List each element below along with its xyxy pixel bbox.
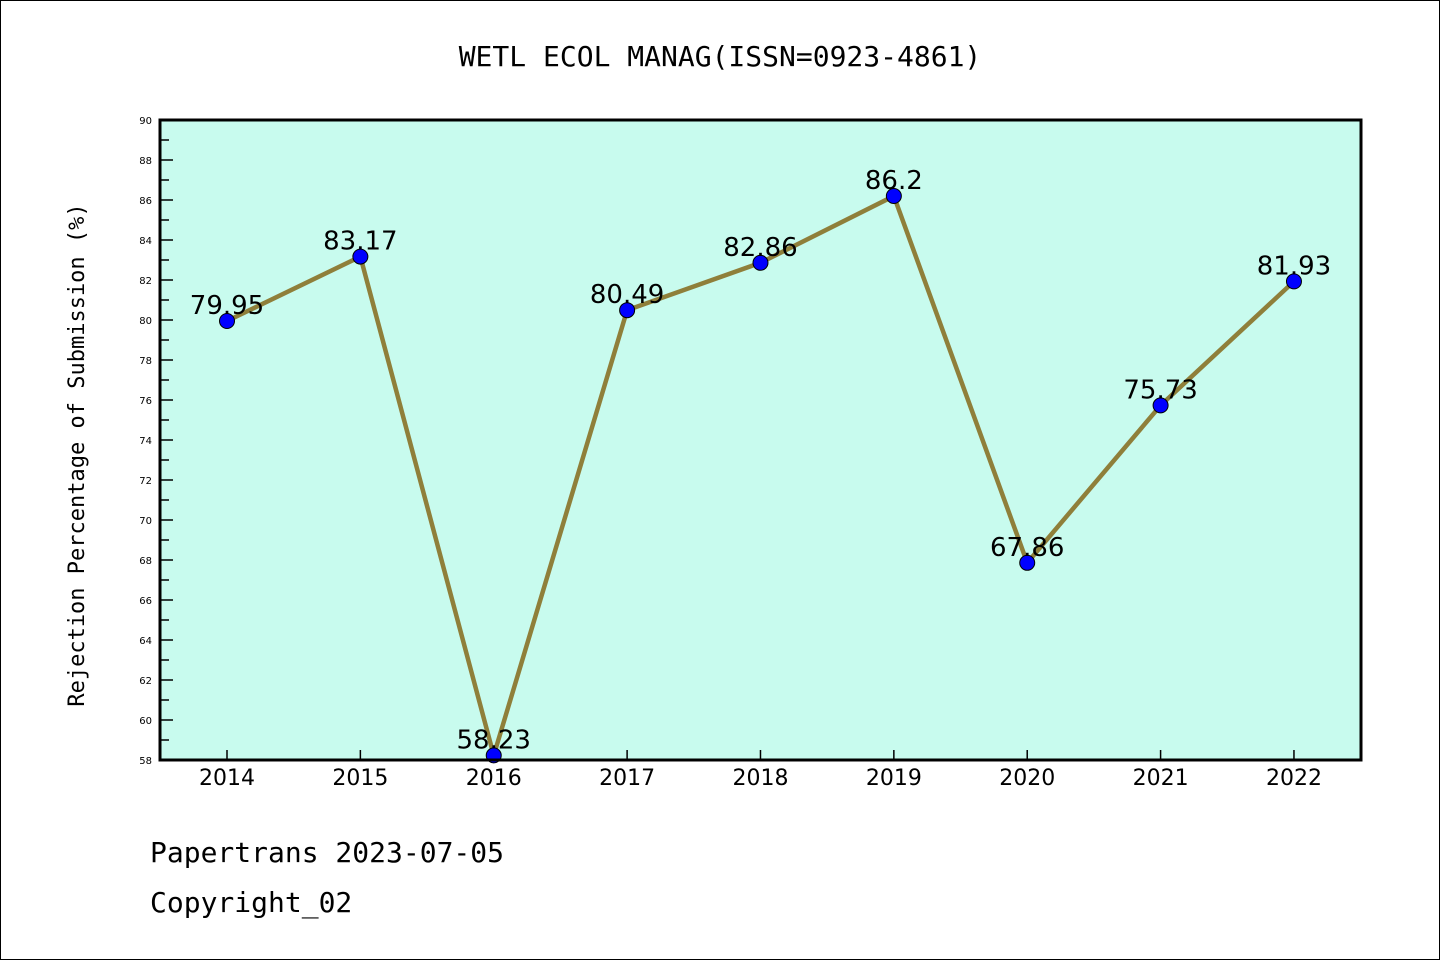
data-point	[1285, 273, 1302, 290]
y-tick-label: 60	[139, 716, 152, 727]
data-label: 58.23	[457, 725, 531, 755]
y-tick-label: 76	[139, 396, 152, 407]
data-point	[352, 248, 369, 265]
data-label: 86.2	[865, 166, 923, 196]
x-tick-label: 2016	[466, 766, 522, 791]
x-tick-label: 2017	[599, 766, 655, 791]
data-point	[1152, 397, 1169, 414]
data-label: 75.73	[1123, 375, 1197, 405]
data-point	[885, 188, 902, 204]
y-axis-label: Rejection Percentage of Submission (%)	[65, 203, 90, 706]
data-point	[619, 302, 636, 319]
y-tick-label: 84	[139, 236, 152, 247]
y-tick-label: 62	[139, 676, 152, 687]
x-tick-label: 2019	[866, 766, 922, 791]
data-point	[752, 254, 769, 271]
data-label: 81.93	[1257, 251, 1331, 281]
x-tick-label: 2015	[332, 766, 388, 791]
y-tick-label: 72	[139, 476, 152, 487]
data-label: 82.86	[723, 233, 797, 263]
data-point	[1019, 554, 1036, 571]
x-tick-label: 2018	[732, 766, 788, 791]
x-tick-label: 2020	[999, 766, 1055, 791]
data-label: 80.49	[590, 280, 664, 310]
y-tick-label: 78	[139, 356, 152, 367]
y-tick-label: 68	[139, 556, 152, 567]
y-tick-label: 90	[139, 116, 152, 127]
plot-border	[158, 118, 1363, 762]
data-point	[219, 313, 235, 329]
x-tick-label: 2022	[1266, 766, 1322, 791]
y-tick-label: 58	[139, 756, 152, 767]
data-label: 79.95	[190, 291, 264, 321]
plot-background	[160, 120, 1361, 760]
data-label: 67.86	[990, 533, 1064, 563]
data-label: 83.17	[323, 227, 397, 257]
y-tick-label: 64	[139, 636, 152, 647]
y-tick-label: 80	[139, 316, 152, 327]
x-tick-label: 2014	[199, 766, 255, 791]
y-tick-label: 74	[139, 436, 152, 447]
chart-title: WETL ECOL MANAG(ISSN=0923-4861)	[459, 40, 982, 73]
x-tick-label: 2021	[1133, 766, 1189, 791]
y-tick-label: 86	[139, 196, 152, 207]
footer-copyright: Copyright_02	[150, 886, 353, 919]
y-tick-label: 88	[139, 156, 152, 167]
footer-date: Papertrans 2023-07-05	[150, 836, 505, 869]
y-tick-label: 66	[139, 596, 152, 607]
y-tick-label: 82	[139, 276, 152, 287]
y-tick-label: 70	[139, 516, 152, 527]
